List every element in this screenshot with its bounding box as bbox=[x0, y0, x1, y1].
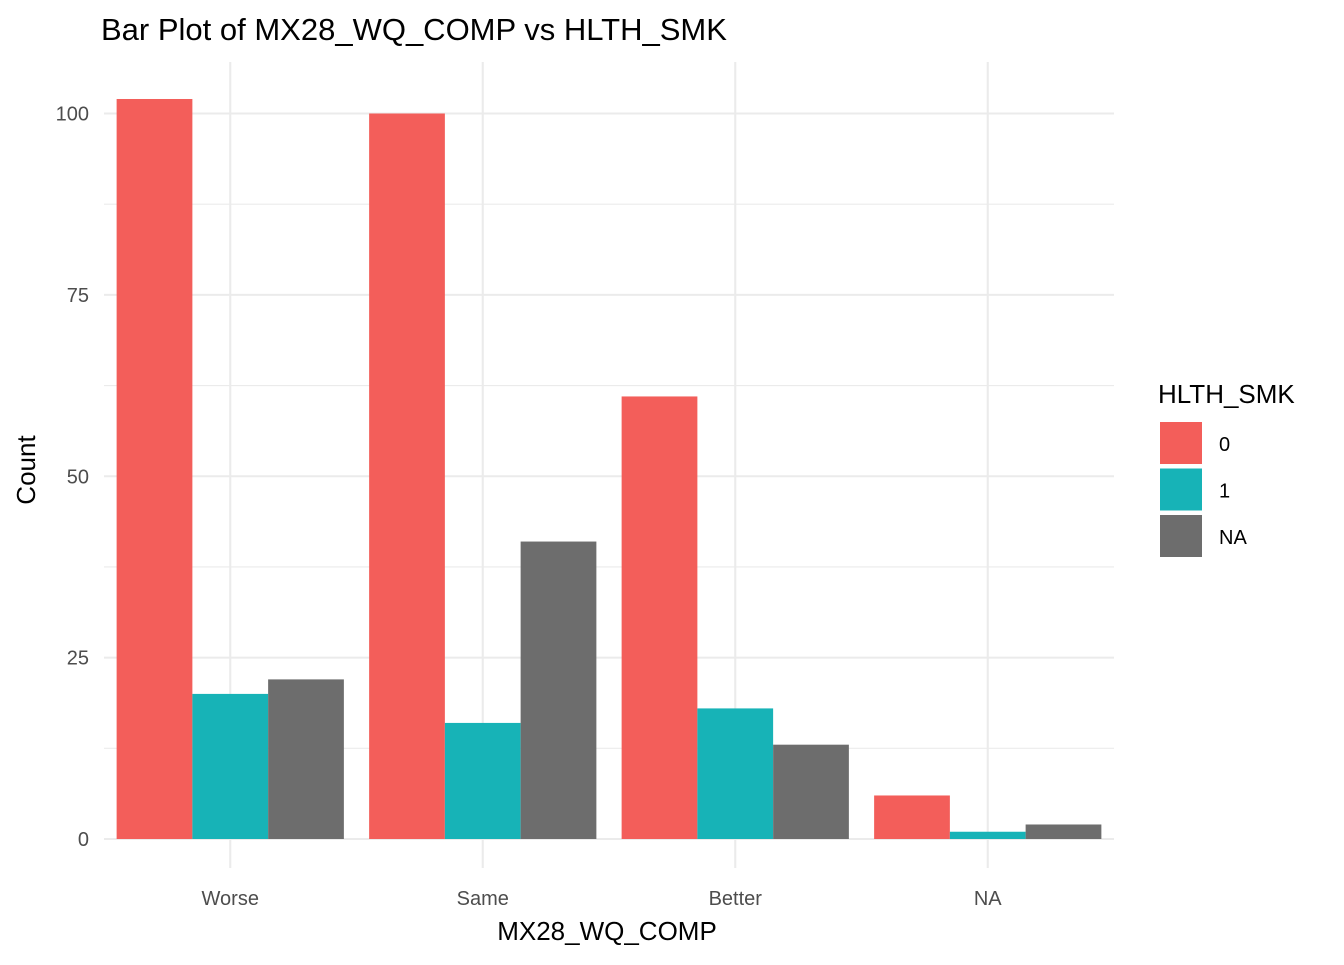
bar-NA-NA bbox=[1025, 824, 1102, 839]
bar-Same-0 bbox=[369, 113, 445, 839]
bar-Same-1 bbox=[444, 722, 521, 839]
bar-NA-1 bbox=[949, 831, 1026, 839]
y-axis-tick-labels: 0 25 50 75 100 bbox=[56, 104, 89, 852]
x-tick-label: Same bbox=[457, 888, 509, 910]
y-tick-label: 75 bbox=[67, 285, 89, 307]
y-tick-label: 50 bbox=[67, 466, 89, 488]
bar-Better-0 bbox=[621, 396, 698, 839]
bar-Better-1 bbox=[697, 708, 774, 839]
legend-key-1 bbox=[1160, 468, 1202, 511]
legend-key-0 bbox=[1160, 422, 1202, 464]
legend-label-NA: NA bbox=[1219, 527, 1247, 549]
x-tick-label: Worse bbox=[202, 888, 259, 910]
bar-Worse-0 bbox=[116, 98, 193, 840]
y-tick-label: 100 bbox=[56, 104, 89, 126]
x-axis-tick-labels: Worse Same Better NA bbox=[202, 888, 1003, 910]
x-tick-label: Better bbox=[709, 888, 763, 910]
bar-Worse-1 bbox=[192, 693, 269, 839]
y-tick-label: 25 bbox=[67, 648, 89, 670]
x-axis-title: MX28_WQ_COMP bbox=[497, 916, 717, 946]
bar-Better-NA bbox=[773, 744, 849, 839]
legend-key-NA bbox=[1160, 515, 1202, 557]
bar-Same-NA bbox=[520, 541, 597, 839]
legend: HLTH_SMK 0 1 NA bbox=[1158, 379, 1295, 557]
y-axis-title: Count bbox=[11, 435, 41, 505]
legend-title: HLTH_SMK bbox=[1158, 379, 1295, 409]
legend-label-0: 0 bbox=[1219, 434, 1230, 456]
bar-Worse-NA bbox=[268, 679, 344, 839]
x-tick-label: NA bbox=[974, 888, 1002, 910]
bars bbox=[116, 98, 1102, 840]
legend-label-1: 1 bbox=[1219, 481, 1230, 503]
chart-title: Bar Plot of MX28_WQ_COMP vs HLTH_SMK bbox=[101, 12, 727, 47]
y-tick-label: 0 bbox=[78, 829, 89, 851]
bar-NA-0 bbox=[874, 795, 950, 839]
